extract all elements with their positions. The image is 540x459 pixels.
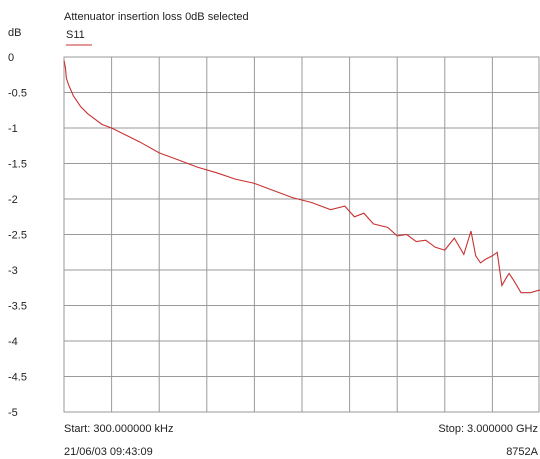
y-tick-label: -3.5 [8,301,27,313]
y-axis-label: dB [8,27,21,39]
stop-frequency: Stop: 3.000000 GHz [438,423,538,435]
y-tick-label: -4.5 [8,372,27,384]
legend-label: S11 [66,29,85,41]
plot-grid [63,56,540,413]
y-tick-label: 0 [8,52,14,64]
y-tick-label: -0.5 [8,88,27,100]
y-tick-label: -1.5 [8,159,27,171]
legend: S11 [66,29,92,46]
y-tick-label: -2 [8,194,18,206]
y-tick-labels: 0 -0.5 -1 -1.5 -2 -2.5 -3 -3.5 -4 -4.5 -5 [8,52,27,419]
y-tick-label: -4 [8,336,18,348]
y-tick-label: -5 [8,407,18,419]
timestamp: 21/06/03 09:43:09 [64,446,153,458]
s11-series-line [63,60,540,294]
start-frequency: Start: 300.000000 kHz [64,423,173,435]
instrument-id: 8752A [506,446,538,458]
y-tick-label: -1 [8,123,18,135]
y-tick-label: -3 [8,265,18,277]
chart-title: Attenuator insertion loss 0dB selected [64,11,249,23]
y-tick-label: -2.5 [8,230,27,242]
